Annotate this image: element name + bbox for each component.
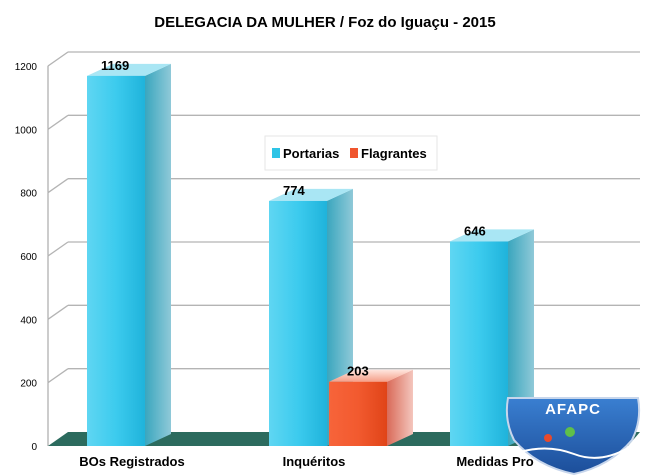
y-tick-label: 600 xyxy=(20,252,37,263)
legend-label-flagrantes: Flagrantes xyxy=(361,146,427,161)
bar-portarias-front xyxy=(269,200,327,446)
logo-waves xyxy=(519,447,629,459)
bar-portarias-top xyxy=(269,188,353,201)
logo-figure-green xyxy=(565,427,575,437)
gridline-side xyxy=(47,51,69,67)
data-label-portarias: 646 xyxy=(464,223,486,238)
data-label-flagrantes: 203 xyxy=(347,364,369,379)
bar-portarias-top xyxy=(450,229,534,242)
bar-portarias-side xyxy=(508,229,534,446)
afapc-logo: AFAPC xyxy=(505,397,641,476)
x-category-label: Medidas Pro xyxy=(456,454,533,469)
bar-portarias-front xyxy=(450,241,508,446)
gridline-side xyxy=(47,241,69,257)
y-tick-label: 1000 xyxy=(15,125,38,136)
bar-flagrantes-top xyxy=(329,369,413,382)
bar-portarias xyxy=(87,63,171,447)
gridline-side xyxy=(47,114,69,130)
legend-label-portarias: Portarias xyxy=(283,146,339,161)
bar-portarias xyxy=(450,229,534,446)
legend-swatch-portarias xyxy=(272,148,280,158)
bar-portarias-front xyxy=(87,75,145,447)
bar-portarias-side xyxy=(145,63,171,447)
y-tick-label: 400 xyxy=(20,315,37,326)
x-category-label: BOs Registrados xyxy=(79,454,184,469)
data-label-portarias: 774 xyxy=(283,183,305,198)
data-label-portarias: 1169 xyxy=(101,58,129,73)
data-labels: 1169 774 203 646 xyxy=(101,58,486,379)
gridline-side xyxy=(47,178,69,194)
x-category-label: Inquéritos xyxy=(283,454,346,469)
logo-text: AFAPC xyxy=(545,401,601,418)
legend: Portarias Flagrantes xyxy=(264,135,438,171)
logo-figure-red xyxy=(544,434,552,442)
bars xyxy=(87,63,534,447)
y-tick-label: 200 xyxy=(20,379,37,390)
gridline-side xyxy=(47,368,69,384)
gridline-side xyxy=(47,304,69,320)
y-tick-label: 0 xyxy=(31,442,37,453)
bar-portarias-top xyxy=(87,63,171,76)
bar-flagrantes-side xyxy=(387,369,413,446)
chart-title: DELEGACIA DA MULHER / Foz do Iguaçu - 20… xyxy=(154,14,495,31)
legend-swatch-flagrantes xyxy=(350,148,358,158)
y-tick-label: 800 xyxy=(20,189,37,200)
y-axis-ticks: 0 200 400 600 800 1000 1200 xyxy=(15,62,38,453)
bar-flagrantes-front xyxy=(329,381,387,446)
bar-flagrantes xyxy=(329,369,413,446)
category-labels: BOs Registrados Inquéritos Medidas Pro xyxy=(79,454,533,469)
y-tick-label: 1200 xyxy=(15,62,38,73)
